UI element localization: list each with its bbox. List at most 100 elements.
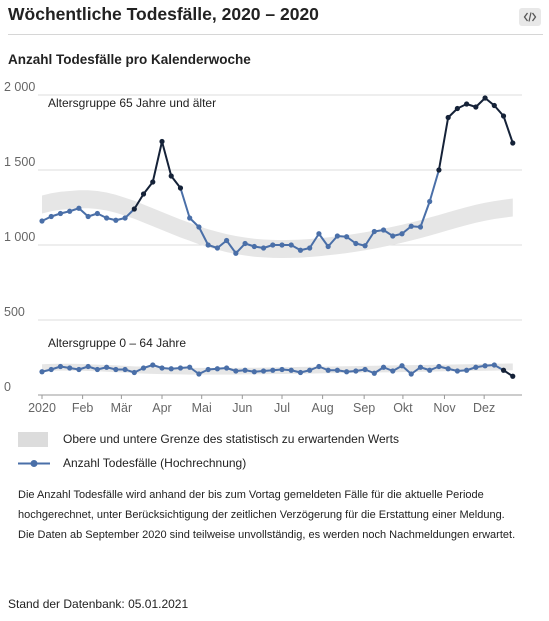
x-tick-label: Aug [311, 401, 333, 415]
data-point [316, 231, 322, 237]
data-point [85, 213, 91, 220]
data-point [140, 365, 147, 371]
series-segment [161, 140, 173, 177]
legend-item-line: Anzahl Todesfälle (Hochrechnung) [18, 454, 438, 472]
band-swatch [18, 432, 48, 447]
data-point [307, 245, 313, 251]
x-tick-label: Okt [393, 401, 413, 415]
embed-code-button[interactable] [519, 8, 541, 26]
data-point [408, 223, 414, 229]
data-point [224, 237, 230, 244]
data-point [150, 362, 156, 368]
data-point [445, 366, 451, 372]
data-point [436, 167, 442, 173]
series-segment [308, 232, 320, 249]
line-swatch [18, 460, 50, 467]
code-brackets-icon [523, 12, 537, 22]
data-point [76, 366, 82, 373]
data-point [168, 173, 174, 179]
data-point [214, 366, 220, 372]
note-paragraph-projection: Die Anzahl Todesfälle wird anhand der bi… [18, 489, 505, 521]
data-point [362, 243, 368, 249]
data-point [270, 367, 276, 373]
data-point [67, 208, 73, 214]
chart-subtitle: Anzahl Todesfälle pro Kalenderwoche [8, 52, 251, 67]
data-point [270, 242, 276, 248]
series-segment [197, 226, 210, 246]
data-point [187, 364, 193, 370]
series-segment [151, 140, 163, 183]
data-point [122, 366, 128, 373]
data-point [140, 191, 147, 197]
data-point [251, 369, 257, 375]
data-point [242, 367, 248, 373]
series-segment [437, 116, 450, 171]
data-point [113, 366, 119, 373]
data-point [427, 367, 433, 373]
data-point [371, 228, 377, 235]
data-point [436, 363, 442, 370]
data-point [353, 240, 359, 247]
data-point [500, 367, 507, 373]
data-point [224, 365, 230, 371]
data-point [464, 367, 470, 373]
data-point [297, 247, 304, 253]
series-segment [225, 239, 237, 255]
header-divider [8, 34, 543, 35]
data-point [67, 365, 73, 371]
data-point [399, 363, 405, 369]
data-point [57, 210, 64, 217]
legend-line-label: Anzahl Todesfälle (Hochrechnung) [63, 456, 247, 470]
group-labels: Altersgruppe 65 Jahre und älter Altersgru… [48, 96, 216, 350]
data-point [500, 113, 507, 119]
data-point [427, 198, 433, 205]
data-point [390, 233, 396, 239]
data-point [454, 368, 460, 374]
data-point [214, 245, 220, 251]
data-point [260, 245, 267, 251]
series-segment [364, 230, 376, 247]
data-point [482, 363, 488, 369]
data-point [334, 367, 340, 373]
series-segment [419, 200, 431, 228]
data-point [104, 364, 110, 370]
legend-item-band: Obere und untere Grenze des statistisch … [18, 430, 438, 448]
y-tick-label: 500 [4, 305, 25, 319]
data-point [464, 101, 470, 107]
data-point [48, 366, 54, 373]
expected-range-band [42, 190, 513, 258]
data-point [454, 105, 460, 112]
data-point [196, 371, 202, 377]
x-tick-label: Apr [152, 401, 171, 415]
data-point [491, 362, 497, 368]
data-point [334, 233, 340, 239]
header: Wöchentliche Todesfälle, 2020 – 2020 [0, 0, 549, 34]
data-point [131, 369, 137, 376]
data-point [380, 364, 387, 370]
data-point [288, 242, 294, 248]
series-segment [317, 232, 330, 248]
x-tick-label: Mär [111, 401, 133, 415]
x-tick-label: Nov [433, 401, 456, 415]
data-point [279, 366, 285, 373]
data-point [48, 213, 54, 220]
data-point [85, 363, 91, 370]
y-tick-label: 1 500 [4, 155, 35, 169]
data-point [316, 363, 322, 370]
data-point [417, 224, 424, 230]
data-point [251, 243, 257, 250]
series-segment [179, 187, 191, 219]
group-label: Altersgruppe 0 – 64 Jahre [48, 336, 186, 350]
x-tick-label: Mai [192, 401, 212, 415]
database-date: Stand der Datenbank: 05.01.2021 [8, 597, 189, 611]
data-point [307, 367, 313, 373]
data-point [362, 366, 368, 373]
data-point [325, 243, 331, 250]
data-point [233, 368, 239, 374]
series-segment [428, 169, 440, 203]
data-point [344, 234, 350, 240]
data-point [205, 242, 211, 248]
data-point [187, 215, 193, 221]
data-point [491, 102, 497, 109]
data-point [260, 368, 267, 374]
